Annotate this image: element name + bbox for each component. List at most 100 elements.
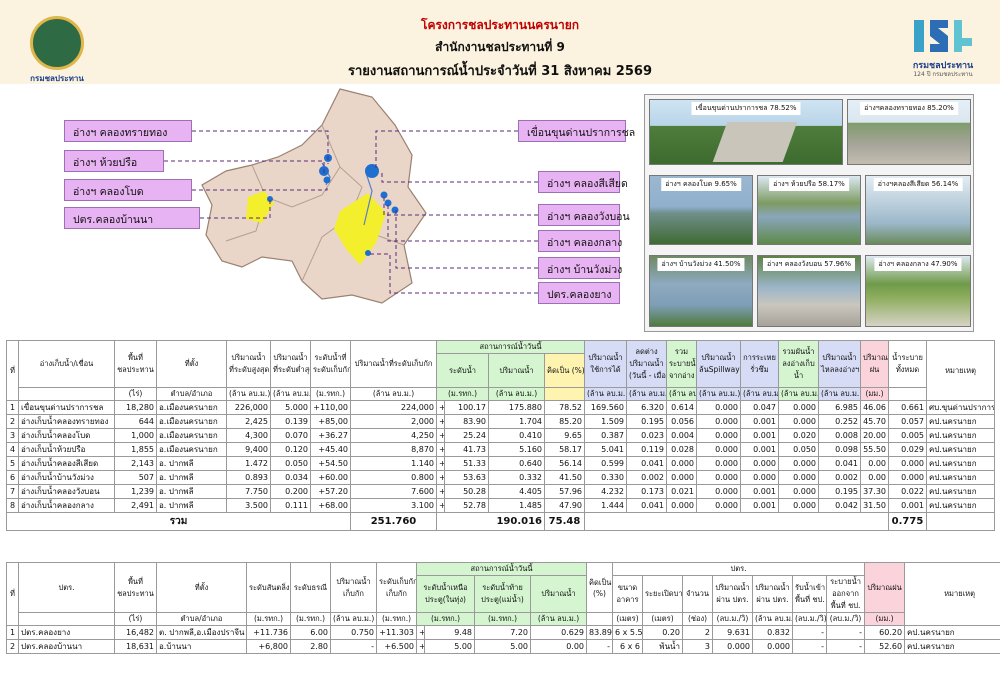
table-cell: 0.800 — [350, 470, 437, 485]
right-logo-subcaption: 124 ปี กรมชลประทาน — [913, 71, 973, 78]
table-cell: +68.00 — [310, 498, 351, 513]
table-cell: 4,300 — [226, 428, 271, 443]
table-cell: 0.005 — [888, 428, 927, 443]
table-cell: +6,800 — [246, 639, 291, 654]
table-cell: 0.050 — [270, 456, 311, 471]
table-cell: 1 — [6, 625, 19, 640]
table-cell: 0.042 — [818, 498, 861, 513]
table-cell: +54.50 — [310, 456, 351, 471]
total-label: รวม — [6, 512, 351, 531]
table-cell: 0.119 — [626, 442, 667, 457]
table-cell: 0.00 — [530, 639, 587, 654]
reservoir-total-row: รวม 251.760 190.016 75.48 0.775 — [6, 512, 995, 531]
table-cell: 56.14 — [544, 456, 585, 471]
table-cell: เขื่อนขุนด่านปราการชล — [18, 400, 115, 415]
table-cell: อ.บ้านนา — [156, 639, 247, 654]
table-cell: 0.000 — [778, 498, 819, 513]
table-cell: 0.000 — [712, 639, 753, 654]
table-cell: 7.750 — [226, 484, 271, 499]
table-cell: + — [436, 484, 445, 499]
table-cell: 0.000 — [696, 456, 741, 471]
table-cell: 0.173 — [626, 484, 667, 499]
callout-lines — [164, 130, 538, 294]
table-cell: + — [436, 428, 445, 443]
gate-table: ที่ ปตร. พื้นที่ ชลประทาน ที่ตั้ง ระดับสั… — [6, 562, 1000, 654]
total-volume: 190.016 — [436, 512, 545, 531]
table-cell: 2 — [6, 639, 19, 654]
gate-row: 2 ปตร.คลองบ้านนา 18,631 อ.บ้านนา +6,800 2.80-… — [6, 639, 1000, 654]
table-cell: 0.001 — [740, 442, 779, 457]
table-cell: + — [416, 625, 425, 640]
table-cell: 5.00 — [474, 639, 531, 654]
table-cell: อ. ปากพลี — [156, 498, 227, 513]
logo-caption: กรมชลประทาน — [30, 74, 84, 83]
table-cell: 52.60 — [864, 639, 906, 654]
table-cell: ต. ปากพลี,อ.เมืองปราจีน — [156, 625, 247, 640]
col-level-store: ระดับน้ำที่ ระดับเก็บกัก — [310, 340, 351, 388]
table-cell: 2,143 — [114, 456, 157, 471]
table-cell: 0.000 — [778, 456, 819, 471]
table-cell: 1,000 — [114, 428, 157, 443]
reservoir-marker — [384, 199, 392, 207]
table-cell: 0.614 — [666, 400, 697, 415]
table-cell: 0.021 — [666, 484, 697, 499]
table-cell: 37.30 — [860, 484, 889, 499]
table-cell: 0.330 — [584, 470, 627, 485]
table-cell: - — [825, 625, 866, 640]
table-cell: 2 — [682, 625, 713, 640]
anniversary-logo-icon — [914, 20, 972, 52]
table-cell: 53.63 — [444, 470, 489, 485]
table-cell: 0.20 — [642, 625, 683, 640]
table-cell: 0.047 — [740, 400, 779, 415]
table-cell: 0.629 — [530, 625, 587, 640]
table-cell: 0.111 — [270, 498, 311, 513]
table-cell: 0.195 — [626, 414, 667, 429]
map-label-khlong-wang-bon: อ่างฯ คลองวังบอน — [538, 204, 630, 226]
table-cell: 0.200 — [270, 484, 311, 499]
map-label-khlong-si-siat: อ่างฯ คลองสีเสียด — [538, 171, 628, 193]
table-cell: ปตร.คลองบ้านนา — [18, 639, 115, 654]
report-date-title: รายงานสถานการณ์น้ำประจำวันที่ 31 สิงหาคม… — [348, 64, 652, 79]
table-cell: 0.050 — [778, 442, 819, 457]
table-cell: 175.880 — [488, 400, 545, 415]
table-cell: คป.นครนายก — [926, 428, 995, 443]
table-cell: อ.เมืองนครนายก — [156, 400, 227, 415]
table-cell: ปตร.คลองยาง — [18, 625, 115, 640]
reservoir-row: 2 อ่างเก็บน้ำคลองทรายทอง 644 อ.เมืองนครนายก… — [6, 414, 995, 429]
table-cell: 78.52 — [544, 400, 585, 415]
table-cell: - — [330, 639, 377, 654]
table-cell: 3 — [6, 428, 19, 443]
table-cell: 0.029 — [888, 442, 927, 457]
table-cell: อ. ปากพลี — [156, 456, 227, 471]
gate-marker — [267, 196, 273, 202]
table-cell: 0.023 — [626, 428, 667, 443]
table-cell: 3.500 — [226, 498, 271, 513]
table-cell: 2,491 — [114, 498, 157, 513]
col-evaporation: การระเหย รั่วซึม — [740, 340, 779, 388]
table-cell: 9.65 — [544, 428, 585, 443]
table-cell: คป.นครนายก — [926, 456, 995, 471]
col-today-percent: คิดเป็น (%) — [544, 353, 585, 388]
table-cell: 0.000 — [888, 470, 927, 485]
rid-emblem-icon — [30, 16, 84, 70]
table-cell: อ่างเก็บน้ำคลองกลาง — [18, 498, 115, 513]
table-cell: + — [436, 414, 445, 429]
photo-ban-wang-muang: อ่างฯ บ้านวังม่วง 41.50% — [649, 255, 753, 327]
table-cell: อ่างเก็บน้ำคลองทรายทอง — [18, 414, 115, 429]
table-cell: 0.332 — [488, 470, 545, 485]
table-cell: 0.000 — [696, 498, 741, 513]
table-cell: 0.001 — [888, 498, 927, 513]
table-cell: 0.000 — [696, 414, 741, 429]
table-cell: 6.00 — [290, 625, 331, 640]
table-cell: พ้นน้ำ — [642, 639, 683, 654]
table-cell: 85.20 — [544, 414, 585, 429]
report-title: โครงการชลประทานนครนายก — [421, 18, 579, 32]
table-cell: 58.17 — [544, 442, 585, 457]
table-cell: คป.นครนายก — [926, 414, 995, 429]
table-cell: อ่างเก็บน้ำบ้านวังม่วง — [18, 470, 115, 485]
table-cell: คป.นครนายก — [926, 498, 995, 513]
table-cell: 3.100 — [350, 498, 437, 513]
map-label-khlong-klang: อ่างฯ คลองกลาง — [538, 230, 622, 252]
reservoir-row: 1 เขื่อนขุนด่านปราการชล 18,280 อ.เมืองนครนา… — [6, 400, 995, 415]
